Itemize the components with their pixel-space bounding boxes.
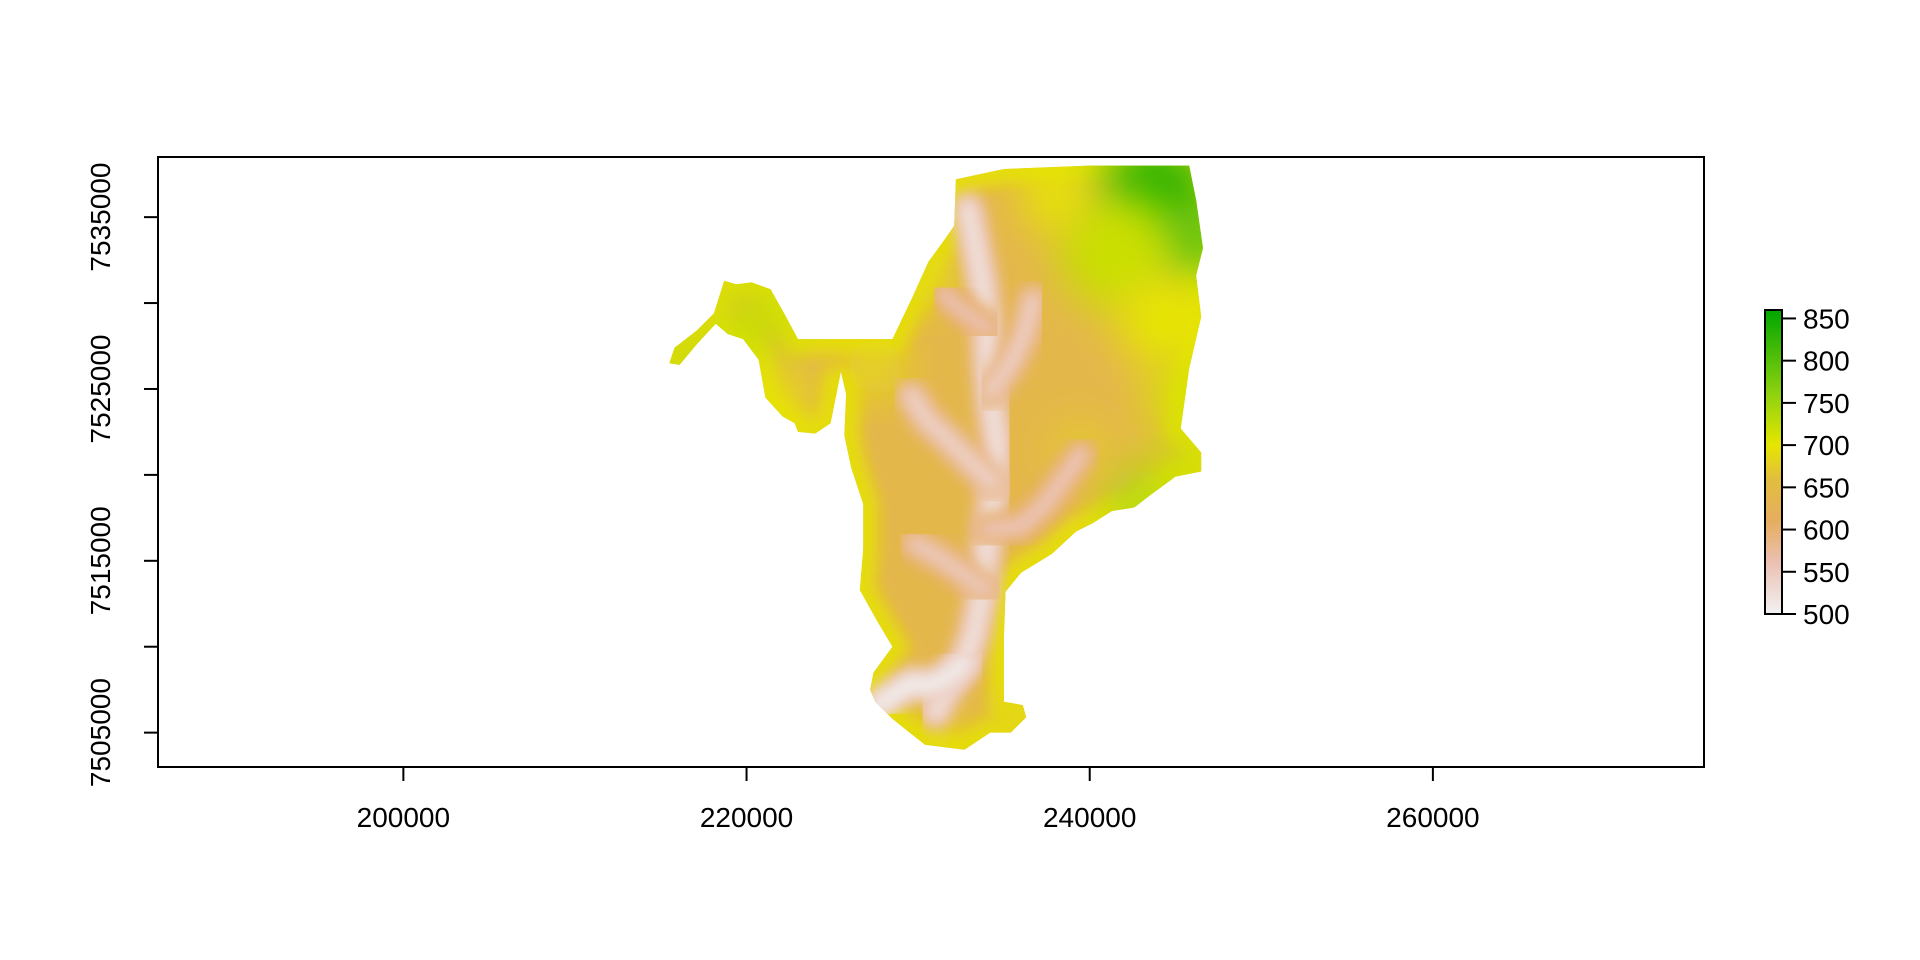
- color-legend: 500 550 600 650 700 750 800 850: [1764, 303, 1850, 630]
- valley-floor: [982, 291, 1042, 401]
- highland-patch: [1021, 165, 1090, 230]
- x-tick-label: 260000: [1386, 802, 1479, 833]
- x-tick-label: 240000: [1043, 802, 1136, 833]
- x-tick-label: 220000: [700, 802, 793, 833]
- y-axis: 7505000 7515000 7525000 7535000: [85, 163, 158, 787]
- raster-base: [669, 165, 1203, 750]
- valley-floor: [935, 286, 997, 337]
- legend-color-bar: [1764, 309, 1783, 615]
- highland-patch: [1153, 438, 1203, 494]
- valley-floor: [870, 654, 973, 714]
- valley-floor: [978, 446, 1090, 538]
- legend-tick-label: 800: [1803, 346, 1850, 377]
- elevation-raster: [669, 165, 1203, 750]
- legend-tick-label: 500: [1803, 599, 1850, 630]
- x-tick-label: 200000: [357, 802, 450, 833]
- y-tick-label: 7515000: [85, 506, 116, 615]
- legend-tick-label: 700: [1803, 430, 1850, 461]
- y-tick-label: 7525000: [85, 334, 116, 443]
- highland-patch: [846, 337, 905, 396]
- highland-patch: [1146, 363, 1203, 432]
- highland-patch: [1118, 272, 1203, 369]
- highland-patch: [715, 280, 795, 360]
- y-tick-label: 7535000: [85, 163, 116, 272]
- plot-box: [157, 156, 1705, 768]
- valley-floor: [903, 387, 1002, 492]
- legend-tick-label: 650: [1803, 472, 1850, 503]
- valley-floor: [906, 535, 993, 598]
- highland-patch: [755, 371, 807, 424]
- legend-tick-label: 600: [1803, 515, 1850, 546]
- x-axis: 200000 220000 240000 260000: [357, 767, 1480, 833]
- legend-tick-label: 850: [1803, 303, 1850, 334]
- highland-patch: [669, 335, 706, 374]
- highland-patch: [998, 700, 1030, 731]
- legend-tick-label: 750: [1803, 388, 1850, 419]
- y-tick-label: 7505000: [85, 678, 116, 787]
- legend-tick-label: 550: [1803, 557, 1850, 588]
